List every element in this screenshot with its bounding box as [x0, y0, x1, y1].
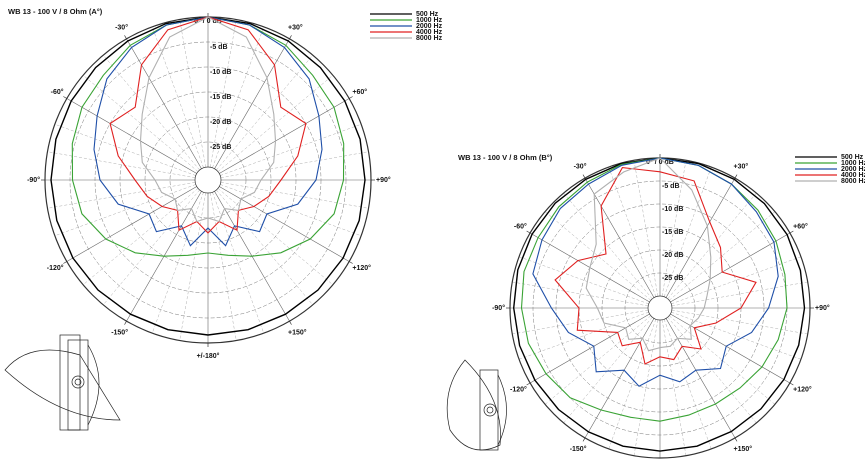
chart-title: WB 13 - 100 V / 8 Ohm (B°) — [458, 153, 553, 162]
r-tick-label: -20 dB — [662, 252, 683, 259]
response-curve — [585, 157, 712, 352]
legend-label: 500 Hz — [841, 154, 864, 161]
theta-tick — [526, 230, 531, 234]
r-tick-label: -20 dB — [210, 119, 231, 126]
response-curve — [139, 16, 277, 223]
legend-label: 2000 Hz — [416, 23, 443, 30]
grid-ring — [94, 66, 322, 294]
theta-tick — [789, 382, 794, 386]
theta-tick-label: -60° — [51, 88, 64, 96]
theta-tick-label: -150° — [570, 445, 587, 453]
spoke — [671, 309, 808, 335]
theta-tick-label: -30° — [115, 23, 128, 31]
range-ring — [647, 295, 673, 321]
theta-tick-label: +150° — [734, 445, 753, 453]
legend-label: 1000 Hz — [841, 160, 865, 167]
theta-tick-label: +90° — [815, 304, 830, 312]
grid-ring — [555, 203, 765, 413]
grid-ring — [119, 91, 297, 269]
theta-tick-label: +120° — [793, 385, 812, 393]
theta-tick — [789, 230, 794, 234]
r-tick-label: -5 dB — [210, 44, 228, 51]
theta-tick — [348, 261, 353, 264]
legend-label: 2000 Hz — [841, 166, 865, 173]
theta-tick-label: 0° / 0 dB — [646, 158, 674, 166]
response-curve — [520, 157, 788, 422]
legend-label: 1000 Hz — [416, 17, 443, 24]
theta-tick — [582, 174, 586, 179]
r-tick-label: -10 dB — [210, 69, 231, 76]
legend-label: 8000 Hz — [416, 35, 443, 42]
theta-tick — [526, 382, 531, 386]
theta-tick — [348, 96, 353, 99]
legend-label: 4000 Hz — [416, 29, 443, 36]
legend-label: 500 Hz — [416, 11, 439, 18]
theta-tick-label: -120° — [510, 385, 527, 393]
theta-tick-label: +30° — [288, 23, 303, 31]
speaker-drawing-a — [4, 334, 121, 431]
legend-label: 8000 Hz — [841, 178, 865, 185]
theta-tick — [124, 35, 127, 40]
theta-tick — [734, 437, 738, 442]
r-tick-label: -10 dB — [662, 206, 683, 213]
spoke — [512, 309, 649, 335]
theta-tick-label: -120° — [47, 264, 64, 272]
theta-tick-label: +90° — [376, 176, 391, 184]
theta-tick-label: +60° — [793, 222, 808, 230]
chart-title: WB 13 - 100 V / 8 Ohm (A°) — [8, 7, 103, 16]
grid-ring — [144, 116, 272, 244]
theta-tick-label: -60° — [514, 222, 527, 230]
grid-ring — [601, 249, 719, 367]
spoke — [216, 189, 313, 305]
grid-ring — [169, 141, 247, 219]
r-tick-label: -15 dB — [662, 229, 683, 236]
r-tick-label: -5 dB — [662, 183, 680, 190]
theta-tick — [289, 320, 292, 325]
theta-tick-label: +60° — [352, 88, 367, 96]
theta-tick — [289, 35, 292, 40]
theta-tick-label: +150° — [288, 328, 307, 336]
theta-tick — [582, 437, 586, 442]
theta-tick-label: +/-180° — [197, 352, 220, 360]
theta-tick-label: -90° — [492, 304, 505, 312]
r-tick-label: -15 dB — [210, 94, 231, 101]
spoke — [219, 186, 350, 262]
r-tick-label: -25 dB — [662, 275, 683, 282]
theta-tick-label: -90° — [27, 176, 40, 184]
theta-tick — [63, 96, 68, 99]
speaker-drawing-b — [446, 359, 507, 451]
grid-ring — [69, 41, 347, 319]
theta-tick-label: 0° / 0 dB — [194, 17, 222, 25]
theta-tick-label: +120° — [352, 264, 371, 272]
legend-label: 4000 Hz — [841, 172, 865, 179]
grid-ring — [624, 272, 696, 344]
theta-tick-label: -30° — [574, 163, 587, 171]
theta-tick — [734, 174, 738, 179]
r-tick-label: -25 dB — [210, 144, 231, 151]
spoke — [512, 281, 649, 307]
spoke — [661, 319, 687, 456]
response-curve — [554, 167, 757, 365]
theta-tick-label: +30° — [734, 163, 749, 171]
theta-tick — [124, 320, 127, 325]
theta-tick — [63, 261, 68, 264]
range-ring — [194, 166, 222, 194]
theta-tick-label: -150° — [111, 328, 128, 336]
